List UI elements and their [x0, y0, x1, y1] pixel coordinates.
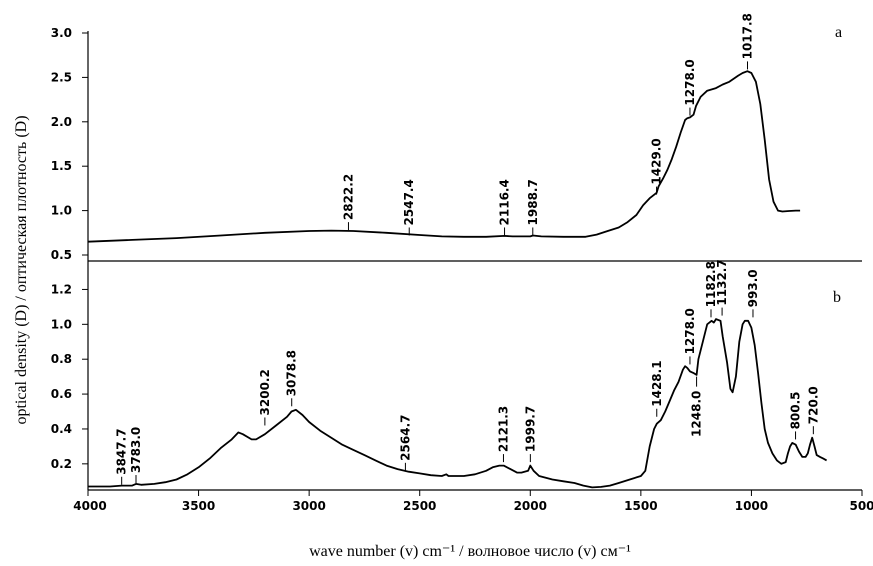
- y-tick-label: 2.0: [51, 115, 72, 129]
- peak-label: 1248.0: [690, 391, 704, 437]
- peak-label: 2564.7: [398, 415, 412, 461]
- panel-label-b: b: [833, 289, 841, 306]
- y-tick-label: 0.8: [51, 352, 72, 366]
- peak-label: 2822.2: [341, 174, 355, 220]
- peak-label: 3783.0: [129, 427, 143, 473]
- panel-label-a: a: [835, 24, 842, 41]
- y-tick-label: 3.0: [51, 26, 72, 40]
- peak-label: 1132.7: [715, 259, 729, 305]
- peak-label: 720.0: [806, 386, 820, 424]
- y-tick-label: 0.4: [51, 422, 72, 436]
- panel-b: 0.2 0.4 0.6 0.8 1.0 1.2 3847.7 3783.0 3200.2 3078…: [51, 259, 841, 489]
- panel-a: 0.5 1.0 1.5 2.0 2.5 3.0 2822.2 2547.4 2116.4 1988…: [51, 13, 842, 262]
- peak-label: 2121.3: [496, 406, 510, 452]
- peak-label: 1278.0: [683, 59, 697, 105]
- x-tick-label: 3000: [292, 499, 325, 513]
- y-tick-label: 0.2: [51, 457, 72, 471]
- series-line-a: [87, 70, 801, 243]
- peak-label: 3078.8: [285, 350, 299, 396]
- x-tick-label: 1500: [624, 499, 657, 513]
- peak-label: 2547.4: [402, 179, 416, 225]
- peak-label: 800.5: [789, 391, 803, 429]
- y-tick-label: 1.2: [51, 282, 72, 296]
- y-tick-label: 0.5: [51, 248, 72, 262]
- peak-label: 1182.8: [704, 261, 718, 307]
- peak-label: 1278.0: [683, 308, 697, 354]
- x-axis-title: wave number (v) cm⁻¹ / волновое число (v…: [309, 543, 631, 560]
- series-line-b: [88, 318, 828, 489]
- y-axis-title: optical density (D) / оптическая плотнос…: [13, 115, 30, 424]
- peak-label: 3847.7: [115, 428, 129, 474]
- peak-label: 2116.4: [498, 179, 512, 225]
- x-tick-label: 1000: [735, 499, 768, 513]
- x-tick-label: 2000: [514, 499, 547, 513]
- peak-label: 1428.1: [650, 360, 664, 406]
- y-tick-label: 1.0: [51, 317, 72, 331]
- y-tick-label: 1.0: [51, 204, 72, 218]
- x-tick-label: 500: [849, 499, 873, 513]
- x-tick-label: 4000: [73, 499, 106, 513]
- x-tick-label: 3500: [182, 499, 215, 513]
- peak-label: 3200.2: [258, 369, 272, 415]
- x-tick-label: 2500: [403, 499, 436, 513]
- peak-label: 1429.0: [650, 138, 664, 184]
- peak-label: 1017.8: [740, 13, 754, 59]
- y-tick-label: 0.6: [51, 387, 72, 401]
- peak-label: 993.0: [746, 269, 760, 307]
- peak-label: 1999.7: [523, 406, 537, 452]
- y-tick-label: 1.5: [51, 159, 72, 173]
- peak-label: 1988.7: [526, 179, 540, 225]
- axes-layer: [87, 31, 862, 491]
- x-axis: 4000 3500 3000 2500 2000 1500 1000 500: [73, 490, 873, 513]
- y-tick-label: 2.5: [51, 70, 72, 84]
